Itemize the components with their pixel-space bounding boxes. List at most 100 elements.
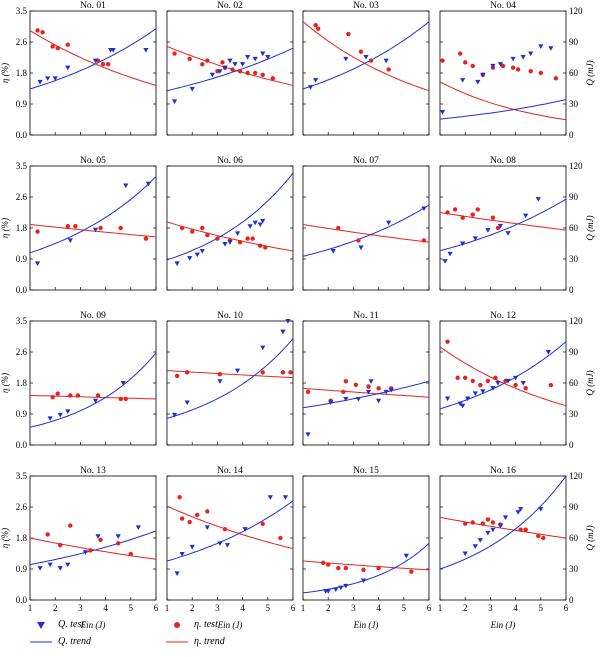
y-tick-label: 1.8 (16, 223, 28, 233)
q-test-point (376, 398, 382, 404)
eta-test-point (118, 225, 123, 231)
q-test-point (358, 245, 364, 251)
legend-q-test: Q. test (30, 619, 84, 630)
q-test-point (65, 562, 71, 568)
q-test-point (355, 396, 362, 402)
q-test-point (460, 241, 466, 247)
q-test-point (47, 562, 53, 568)
q-trend-line (302, 21, 430, 90)
x-tick-label: 3 (488, 603, 493, 613)
eta-test-point (475, 207, 480, 212)
q-test-point (343, 583, 349, 589)
eta-trend-line (166, 505, 294, 550)
panel-11: No. 11 (302, 311, 430, 446)
y2-tick-label: 60 (569, 533, 579, 543)
eta-test-point (187, 519, 192, 525)
y-tick-label: 0.9 (16, 254, 28, 264)
q-trend-line (439, 99, 567, 120)
eta-test-point (470, 520, 475, 525)
eta-test-point (98, 537, 103, 542)
q-test-point (187, 256, 193, 261)
q-test-point (465, 396, 471, 402)
eta-test-point (523, 385, 528, 391)
eta-test-point (245, 70, 250, 76)
q-test-point (383, 58, 389, 64)
q-test-point (247, 224, 253, 229)
q-test-point (325, 589, 331, 594)
eta-test-point (463, 521, 468, 526)
y-tick-label: 3.5 (16, 161, 28, 171)
eta-test-point (75, 393, 81, 398)
y-tick-label: 2.6 (16, 192, 28, 202)
eta-test-point (245, 236, 250, 241)
eta-test-point (376, 386, 381, 391)
q-test-point (343, 396, 349, 402)
y-axis-label: η (%) (0, 218, 10, 238)
q-test-point (495, 381, 501, 386)
eta-test-point (95, 393, 101, 398)
q-trend-line (166, 47, 294, 92)
q-test-point (280, 329, 286, 335)
q-trend-line (166, 338, 294, 419)
eta-test-point (341, 389, 346, 395)
panel-03: No. 03 (302, 1, 430, 136)
x-tick-label: 5 (129, 603, 134, 613)
eta-trend-line (29, 30, 157, 86)
eta-test-point (470, 212, 475, 217)
q-test-point (57, 566, 63, 571)
eta-test-point (490, 215, 496, 220)
q-test-point (462, 551, 468, 557)
panel-title: No. 01 (80, 1, 106, 11)
panel-14: No. 14 1 2 3 4 5 6 (165, 466, 296, 613)
eta-test-point (116, 541, 121, 546)
eta-test-point (366, 384, 371, 389)
y2-tick-label: 30 (569, 254, 579, 264)
eta-trend-line (29, 537, 157, 560)
eta-test-point (460, 215, 465, 220)
y-tick-label: 2.6 (16, 502, 28, 512)
q-test-point (480, 389, 486, 394)
plot-frame (302, 10, 430, 136)
y2-axis-label: Q (mJ) (585, 215, 595, 240)
eta-test-point (260, 370, 265, 375)
eta-test-point (485, 517, 491, 522)
x-axis-label: Ein (J) (490, 620, 516, 630)
q-test-point (232, 62, 238, 67)
q-trend-line (166, 500, 294, 562)
q-test-point (545, 350, 551, 355)
eta-test-point (260, 72, 265, 77)
plot-frame (166, 320, 294, 446)
q-trend-line (302, 204, 430, 257)
legend-q-test-label: Q. test (58, 619, 85, 630)
eta-trend-line (302, 21, 430, 92)
eta-test-point (128, 551, 133, 557)
q-test-point (120, 381, 126, 386)
eta-trend-line (439, 212, 567, 231)
q-test-point (252, 56, 258, 62)
eta-test-point (457, 51, 463, 56)
eta-test-point (478, 382, 483, 388)
q-test-point (505, 378, 511, 384)
q-test-point (330, 249, 336, 254)
x-tick-label: 5 (402, 603, 407, 613)
q-test-point (485, 228, 491, 233)
x-tick-label: 1 (301, 603, 306, 613)
q-test-point (333, 587, 339, 592)
eta-test-point (58, 542, 63, 548)
q-test-point (343, 56, 349, 62)
q-test-point (460, 78, 466, 83)
q-test-point (217, 69, 223, 74)
y2-tick-label: 120 (569, 316, 583, 326)
y-axis-label: η (%) (0, 528, 10, 548)
panel-07: No. 07 (302, 156, 430, 291)
y-tick-label: 3.5 (16, 471, 28, 481)
panel-09: No. 09 0.0 0.9 1.8 2.6 3.5 (16, 311, 157, 450)
q-test-point (171, 99, 178, 104)
q-test-point (57, 412, 63, 418)
eta-test-point (143, 236, 149, 241)
panel-title: No. 12 (490, 311, 516, 321)
eta-test-point (326, 562, 331, 567)
eta-test-point (463, 60, 468, 65)
eta-test-point (237, 69, 243, 74)
